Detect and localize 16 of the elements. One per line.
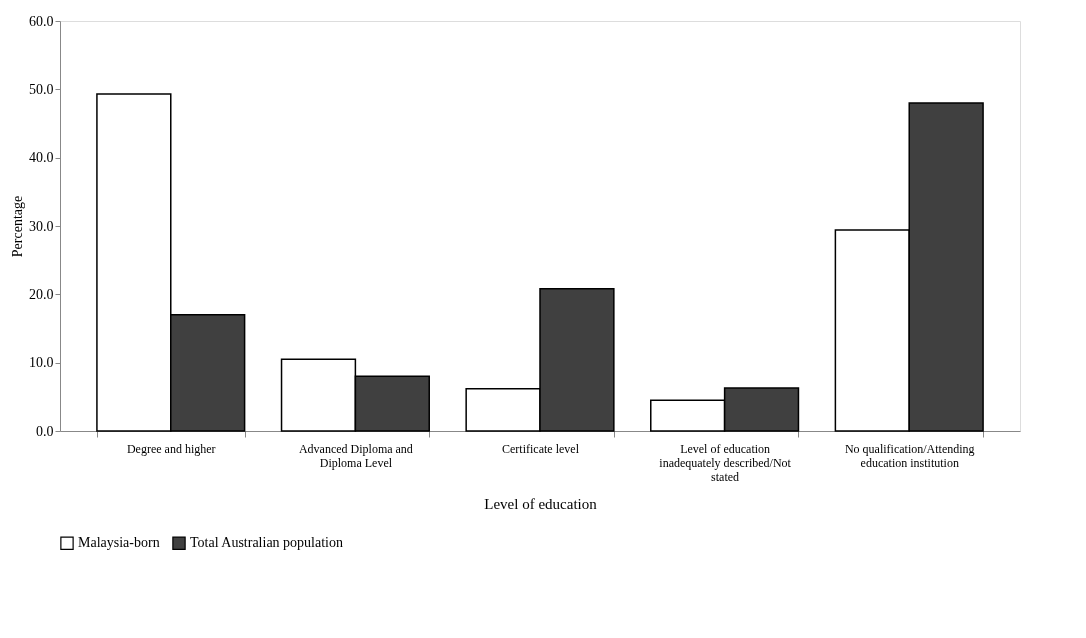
y-tick-label: 50.0	[29, 81, 54, 97]
y-tick-label: 60.0	[29, 13, 54, 29]
y-tick-label: 30.0	[29, 218, 54, 234]
legend-label: Total Australian population	[190, 535, 343, 551]
y-tick-label: 10.0	[29, 355, 54, 371]
y-tick-label: 40.0	[29, 150, 54, 166]
x-tick-label: Advanced Diploma and Diploma Level	[298, 441, 413, 470]
y-tick-label: 20.0	[29, 286, 54, 302]
legend-label: Malaysia-born	[78, 535, 160, 551]
y-axis-title: Percentage	[10, 195, 25, 258]
x-tick-label: Certificate level	[502, 441, 580, 456]
x-axis-title: Level of education	[484, 495, 598, 512]
x-tick-label: No qualification/Attending education institution	[844, 441, 975, 470]
x-tick-label: Level of education inadequately described/Not stated	[659, 441, 792, 484]
y-tick-label: 0.0	[36, 423, 54, 439]
x-tick-label: Degree and higher	[126, 441, 216, 456]
